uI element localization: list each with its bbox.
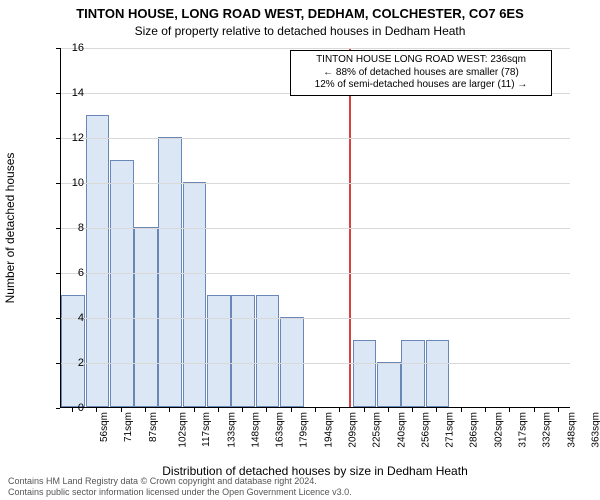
xtick-label: 87sqm (148, 412, 159, 442)
xtick-mark (266, 408, 267, 412)
histogram-bar (353, 340, 377, 408)
ytick-mark (56, 138, 60, 139)
annotation-box: TINTON HOUSE LONG ROAD WEST: 236sqm ← 88… (290, 50, 552, 96)
plot-area (60, 48, 570, 408)
xtick-label: 71sqm (123, 412, 134, 442)
histogram-bar (280, 317, 304, 407)
xtick-mark (364, 408, 365, 412)
xtick-mark (558, 408, 559, 412)
ytick-label: 6 (44, 267, 84, 279)
y-axis-label: Number of detached houses (3, 153, 17, 304)
xtick-label: 133sqm (226, 412, 237, 448)
xtick-label: 225sqm (372, 412, 383, 448)
ytick-mark (56, 93, 60, 94)
xtick-mark (145, 408, 146, 412)
gridline-h (61, 228, 570, 229)
footer-attribution: Contains HM Land Registry data © Crown c… (8, 476, 352, 498)
xtick-label: 271sqm (445, 412, 456, 448)
xtick-label: 348sqm (566, 412, 577, 448)
xtick-label: 148sqm (250, 412, 261, 448)
ytick-label: 16 (44, 42, 84, 54)
xtick-mark (72, 408, 73, 412)
xtick-mark (388, 408, 389, 412)
gridline-h (61, 363, 570, 364)
xtick-mark (169, 408, 170, 412)
xtick-label: 332sqm (542, 412, 553, 448)
xtick-label: 179sqm (299, 412, 310, 448)
histogram-bar (183, 182, 207, 407)
ytick-mark (56, 48, 60, 49)
gridline-h (61, 318, 570, 319)
xtick-label: 209sqm (348, 412, 359, 448)
ytick-label: 8 (44, 222, 84, 234)
xtick-mark (121, 408, 122, 412)
xtick-label: 240sqm (396, 412, 407, 448)
annotation-line-3: 12% of semi-detached houses are larger (… (297, 79, 545, 92)
ytick-mark (56, 408, 60, 409)
gridline-h (61, 138, 570, 139)
chart-title-sub: Size of property relative to detached ho… (0, 24, 600, 38)
xtick-mark (534, 408, 535, 412)
xtick-mark (291, 408, 292, 412)
histogram-bar (401, 340, 425, 408)
xtick-label: 363sqm (590, 412, 600, 448)
ytick-label: 2 (44, 357, 84, 369)
histogram-bar (158, 137, 182, 407)
xtick-label: 286sqm (469, 412, 480, 448)
histogram-bar (426, 340, 450, 408)
xtick-label: 102sqm (178, 412, 189, 448)
ytick-label: 12 (44, 132, 84, 144)
xtick-mark (218, 408, 219, 412)
histogram-bar (110, 160, 134, 408)
xtick-mark (96, 408, 97, 412)
xtick-mark (194, 408, 195, 412)
xtick-label: 256sqm (420, 412, 431, 448)
xtick-mark (242, 408, 243, 412)
ytick-label: 10 (44, 177, 84, 189)
ytick-mark (56, 183, 60, 184)
histogram-bar (377, 362, 401, 407)
ytick-label: 4 (44, 312, 84, 324)
ytick-mark (56, 318, 60, 319)
xtick-label: 117sqm (201, 412, 212, 447)
footer-line-1: Contains HM Land Registry data © Crown c… (8, 476, 352, 487)
histogram-bar (134, 227, 158, 407)
xtick-mark (315, 408, 316, 412)
xtick-mark (485, 408, 486, 412)
xtick-mark (509, 408, 510, 412)
xtick-mark (436, 408, 437, 412)
xtick-label: 302sqm (493, 412, 504, 448)
annotation-line-2: ← 88% of detached houses are smaller (78… (297, 67, 545, 80)
ytick-label: 14 (44, 87, 84, 99)
annotation-line-1: TINTON HOUSE LONG ROAD WEST: 236sqm (297, 54, 545, 67)
gridline-h (61, 48, 570, 49)
histogram-bar (256, 295, 280, 408)
gridline-h (61, 273, 570, 274)
xtick-label: 194sqm (323, 412, 334, 448)
ytick-mark (56, 228, 60, 229)
histogram-bar (207, 295, 231, 408)
chart-title-main: TINTON HOUSE, LONG ROAD WEST, DEDHAM, CO… (0, 6, 600, 21)
histogram-bar (231, 295, 255, 408)
xtick-label: 317sqm (518, 412, 529, 448)
xtick-label: 56sqm (99, 412, 110, 442)
ytick-mark (56, 363, 60, 364)
xtick-mark (339, 408, 340, 412)
chart-container: TINTON HOUSE, LONG ROAD WEST, DEDHAM, CO… (0, 0, 600, 500)
xtick-mark (461, 408, 462, 412)
ytick-mark (56, 273, 60, 274)
footer-line-2: Contains public sector information licen… (8, 487, 352, 498)
xtick-label: 163sqm (275, 412, 286, 448)
ytick-label: 0 (44, 402, 84, 414)
gridline-h (61, 183, 570, 184)
xtick-mark (412, 408, 413, 412)
